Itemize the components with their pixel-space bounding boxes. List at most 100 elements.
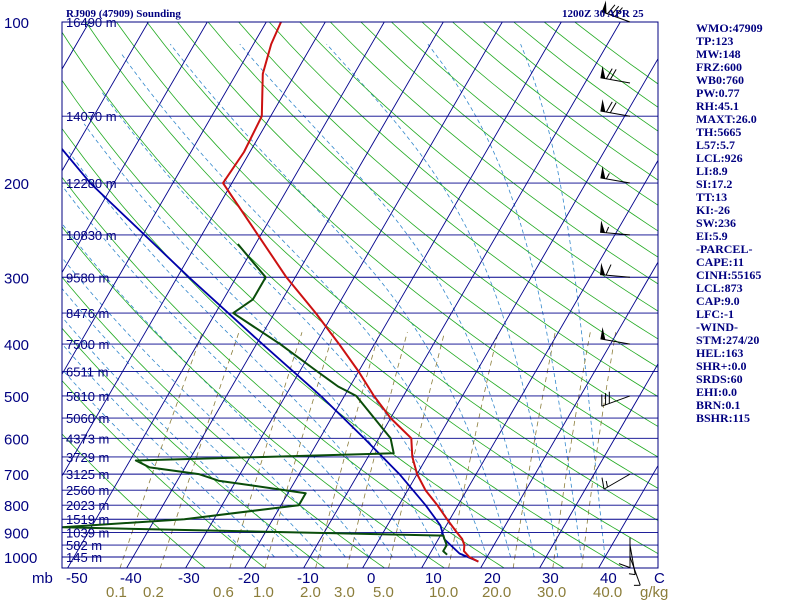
temperature-tick-label: -40 <box>120 570 142 587</box>
mixing-ratio-line <box>229 332 303 568</box>
mixing-ratio-tick-label: 40.0 <box>593 584 622 600</box>
sounding-index: MW:148 <box>696 47 741 61</box>
sounding-index: CAPE:11 <box>696 255 744 269</box>
sounding-index: SRDS:60 <box>696 372 743 386</box>
sounding-index: LI:8.9 <box>696 164 728 178</box>
sounding-index: KI:-26 <box>696 203 730 217</box>
sounding-index: TT:13 <box>696 190 728 204</box>
wind-barb-flag <box>601 477 605 490</box>
dry-adiabat-line <box>268 22 658 340</box>
mixing-ratio-tick-label: 0.2 <box>143 584 164 600</box>
wind-barb <box>600 327 631 345</box>
wind-barb-staff <box>600 77 631 84</box>
moist-adiabat-line <box>101 91 464 558</box>
mixing-ratio-line <box>512 332 556 568</box>
sounding-index: STM:274/20 <box>696 333 760 347</box>
height-label: 5060 m <box>66 411 109 426</box>
wind-barb <box>600 166 631 184</box>
height-label: 5810 m <box>66 389 109 404</box>
mixing-ratio-line <box>159 332 240 568</box>
moist-adiabat-line <box>62 343 275 558</box>
height-label: 16490 m <box>66 15 117 30</box>
height-label: 582 m <box>66 538 102 553</box>
wind-barb <box>601 473 631 490</box>
wind-barbs <box>600 0 641 586</box>
dewpoint-path <box>62 243 448 556</box>
pressure-tick-label: 700 <box>4 467 29 484</box>
isotherm-line <box>303 22 621 568</box>
sounding-index: EHI:0.0 <box>696 385 738 399</box>
wind-barb-half-flag <box>605 480 608 488</box>
moist-adiabat-line <box>68 151 417 558</box>
wind-barb-half-flag <box>628 573 636 576</box>
pressure-tick-label: 600 <box>4 431 29 448</box>
dry-adiabat-line <box>62 226 446 568</box>
sounding-index: LCL:926 <box>696 151 743 165</box>
mixing-ratio-line <box>119 332 203 568</box>
wind-barb-staff <box>600 274 631 278</box>
pressure-tick-label: 100 <box>4 15 29 32</box>
moist-adiabat-line <box>121 54 488 558</box>
height-label: 145 m <box>66 550 102 565</box>
dry-adiabat-line <box>62 327 326 568</box>
dry-adiabat-line <box>238 22 658 368</box>
isotherm-line <box>185 22 503 568</box>
pressure-tick-label: 900 <box>4 526 29 543</box>
mixing-ratio-line <box>448 332 499 568</box>
temperature-tick-label: 10 <box>425 570 442 587</box>
mixing-ratio-tick-label: 1.0 <box>253 584 274 600</box>
wind-barb-flag <box>605 68 613 80</box>
height-label: 2560 m <box>66 483 109 498</box>
height-label: 1039 m <box>66 526 109 541</box>
wind-barb-staff <box>629 556 641 586</box>
mixing-ratio-tick-label: 0.1 <box>106 584 127 600</box>
height-label: 1519 m <box>66 512 109 527</box>
moist-adiabat-line <box>62 256 346 558</box>
pressure-tick-label: 1000 <box>4 550 37 567</box>
temperature-tick-label: -10 <box>297 570 319 587</box>
moist-adiabat-line <box>62 368 252 558</box>
sounding-index: CAP:9.0 <box>696 294 740 308</box>
sounding-index: WMO:47909 <box>696 21 763 35</box>
pressure-unit-label: mb <box>32 570 53 587</box>
wind-barb-flag <box>605 101 613 113</box>
dry-adiabat-line <box>146 22 658 458</box>
height-label: 8476 m <box>66 306 109 321</box>
wind-barb-pennant <box>600 220 606 233</box>
height-label: 3125 m <box>66 467 109 482</box>
sounding-index: FRZ:600 <box>696 60 742 74</box>
station-title: RJ909 (47909) Sounding <box>66 8 181 20</box>
height-label: 3729 m <box>66 450 109 465</box>
temperature-tick-label: 30 <box>542 570 559 587</box>
mixing-ratio-line <box>315 332 380 568</box>
isotherm-line <box>539 362 658 568</box>
wind-barb-half-flag <box>605 173 610 180</box>
isotherm-line <box>362 57 658 568</box>
temperature-tick-label: -50 <box>66 570 88 587</box>
moist-adiabat-line <box>62 222 370 558</box>
temperature-tick-label: 40 <box>600 570 617 587</box>
mixing-ratio-tick-label: 30.0 <box>537 584 566 600</box>
wind-barb-flag <box>605 264 612 276</box>
wind-barb-pennant <box>600 65 606 79</box>
mixing-ratio-tick-label: 2.0 <box>300 584 321 600</box>
moist-adiabat-line <box>62 184 393 558</box>
dry-adiabat-line <box>207 22 658 398</box>
dry-adiabat-line <box>62 176 505 568</box>
isotherm-line <box>62 22 149 172</box>
wind-barb-staff <box>601 11 631 23</box>
isotherm-line <box>62 22 267 376</box>
mixing-ratio-tick-label: 0.6 <box>213 584 234 600</box>
height-label: 7500 m <box>66 337 109 352</box>
wind-barb <box>600 99 631 117</box>
sounding-index: PW:0.77 <box>696 86 740 100</box>
wind-barb-flag <box>618 563 631 569</box>
temperature-tick-label: -30 <box>178 570 200 587</box>
temperature-tick-label: -20 <box>238 570 260 587</box>
dry-adiabat-line <box>177 22 658 427</box>
height-label: 14070 m <box>66 109 117 124</box>
wind-barb-staff <box>601 395 631 407</box>
mixing-ratio-lines <box>119 332 617 568</box>
temperature-tick-label: C <box>654 570 665 587</box>
temperature-tick-label: 0 <box>367 570 375 587</box>
